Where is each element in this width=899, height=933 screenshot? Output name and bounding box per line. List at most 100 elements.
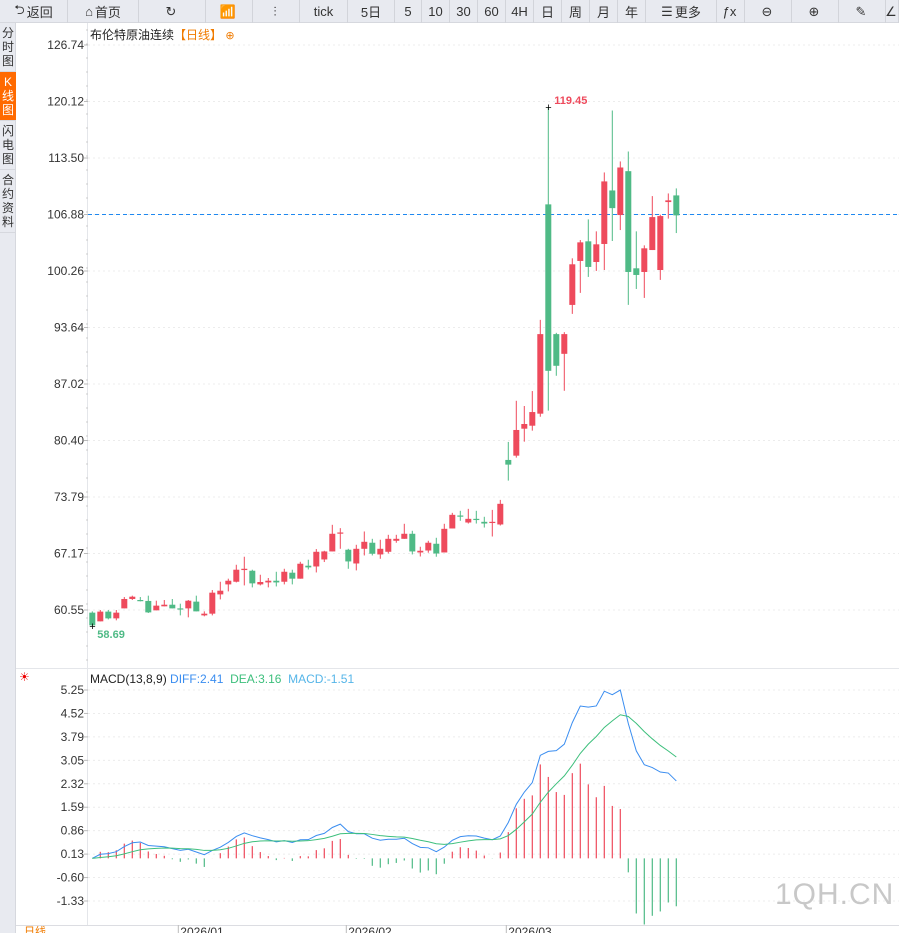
candle — [473, 518, 480, 521]
toolbar-button-item-10[interactable]: 60 — [478, 0, 506, 23]
toolbar-button-item-14[interactable]: 月 — [590, 0, 618, 23]
candle — [561, 334, 568, 354]
toolbar-label: 周 — [568, 5, 582, 20]
candle — [457, 515, 464, 517]
candle — [281, 571, 288, 582]
toolbar-label: 10 — [428, 4, 443, 19]
macd-y-tick-label: 2.32 — [61, 777, 85, 791]
chart-title: 布伦特原油连续【日线】 ⊕ — [90, 26, 235, 43]
line-chart-icon: 📶 — [219, 3, 237, 19]
toolbar: ⮌ 返回 ⌂ 首页 ↻ 📶 ⫶ tick 5日 5 10 30 60 4H 日周月年 ☰ 更多 ƒx ⊖ ⊕ ✎ ∠ — [0, 0, 899, 23]
min-price-label: 58.69 — [97, 629, 125, 641]
candle — [161, 604, 168, 607]
home-icon: ⌂ — [85, 4, 93, 19]
macd-y-tick-label: 1.59 — [61, 800, 85, 814]
x-tick-label: 2026/01 — [180, 925, 224, 933]
candle — [201, 613, 208, 616]
dea-line — [92, 714, 677, 859]
candlestick-icon: ⫶ — [273, 3, 277, 19]
candle — [353, 548, 360, 564]
price-axis-line — [87, 23, 88, 925]
candle — [593, 244, 600, 262]
candle — [489, 521, 496, 524]
candle — [417, 550, 424, 553]
macd-y-tick-label: 5.25 — [61, 683, 85, 697]
toolbar-button-item-8[interactable]: 10 — [422, 0, 450, 23]
candle — [609, 190, 616, 209]
candle — [137, 600, 144, 602]
candle — [113, 612, 120, 619]
toolbar-label: 5 — [404, 4, 412, 19]
macd-title[interactable]: MACD(13,8,9) — [90, 672, 167, 686]
toolbar-button-item-15[interactable]: 年 — [618, 0, 646, 23]
candle — [193, 601, 200, 612]
interval-label[interactable]: 【日线】 — [174, 28, 223, 42]
candle — [105, 611, 112, 619]
toolbar-label: 返回 — [26, 5, 53, 20]
max-marker-icon: + — [545, 102, 551, 114]
toolbar-button-item-12[interactable]: 日 — [534, 0, 562, 23]
candle — [601, 181, 608, 244]
sidebar-tab-0[interactable]: 分时图 — [0, 23, 16, 72]
candle — [625, 171, 632, 272]
candle — [521, 423, 528, 429]
toolbar-button-draw-line[interactable]: ∠ — [886, 0, 899, 23]
toolbar-button-item-11[interactable]: 4H — [506, 0, 534, 23]
panel-divider[interactable] — [16, 668, 899, 669]
toolbar-button-item-5[interactable]: tick — [300, 0, 348, 23]
candle — [313, 551, 320, 567]
candle — [153, 605, 160, 611]
toolbar-label: 日 — [540, 5, 554, 20]
toolbar-button-candlestick[interactable]: ⫶ — [253, 0, 300, 23]
candle — [393, 538, 400, 541]
indicator-settings-icon[interactable]: ☀ — [19, 670, 30, 684]
candle — [273, 580, 280, 583]
candle — [617, 167, 624, 216]
candle — [129, 596, 136, 599]
toolbar-button-zoom-out[interactable]: ⊖ — [745, 0, 792, 23]
macd-y-tick-label: 4.52 — [61, 706, 85, 720]
toolbar-button-formula[interactable]: ƒx — [717, 0, 745, 23]
candle — [321, 551, 328, 560]
toolbar-button-item-6[interactable]: 5日 — [348, 0, 395, 23]
toolbar-label: 30 — [456, 4, 471, 19]
candle — [585, 241, 592, 267]
bottom-interval-tab[interactable]: 日线 — [24, 926, 46, 933]
toolbar-button-refresh[interactable]: ↻ — [139, 0, 206, 23]
candle — [425, 542, 432, 551]
crosshair-icon[interactable]: ⊕ — [225, 30, 235, 42]
toolbar-button-home[interactable]: ⌂ 首页 — [68, 0, 139, 23]
y-tick-label: 93.64 — [54, 321, 84, 335]
toolbar-button-zoom-in[interactable]: ⊕ — [792, 0, 839, 23]
toolbar-button-back-arrow[interactable]: ⮌ 返回 — [0, 0, 68, 23]
instrument-name: 布伦特原油连续 — [90, 28, 175, 42]
candle — [177, 608, 184, 610]
refresh-icon: ↻ — [165, 3, 177, 19]
formula-icon: ƒx — [722, 4, 737, 19]
candle — [449, 514, 456, 529]
candle — [369, 542, 376, 554]
watermark: 1QH.CN — [775, 878, 895, 911]
toolbar-button-pen[interactable]: ✎ — [839, 0, 886, 23]
candle — [497, 503, 504, 525]
toolbar-button-item-9[interactable]: 30 — [450, 0, 478, 23]
candle — [217, 590, 224, 595]
macd-y-tick-label: 3.05 — [61, 753, 85, 767]
toolbar-button-menu[interactable]: ☰ 更多 — [646, 0, 717, 23]
candle — [97, 611, 104, 622]
candle — [401, 533, 408, 539]
candle — [649, 217, 656, 251]
sidebar-tab-3[interactable]: 合约资料 — [0, 170, 16, 233]
candle — [513, 429, 520, 456]
candle — [529, 412, 536, 426]
macd-y-tick-label: -0.60 — [57, 871, 85, 885]
sidebar-tab-2[interactable]: 闪电图 — [0, 121, 16, 170]
sidebar-tab-1[interactable]: K线图 — [0, 72, 16, 121]
toolbar-button-item-7[interactable]: 5 — [395, 0, 422, 23]
zoom-out-icon: ⊖ — [761, 3, 773, 19]
toolbar-button-line-chart[interactable]: 📶 — [206, 0, 253, 23]
toolbar-button-item-13[interactable]: 周 — [562, 0, 590, 23]
y-tick-label: 73.79 — [54, 490, 84, 504]
y-tick-label: 120.12 — [47, 95, 84, 109]
